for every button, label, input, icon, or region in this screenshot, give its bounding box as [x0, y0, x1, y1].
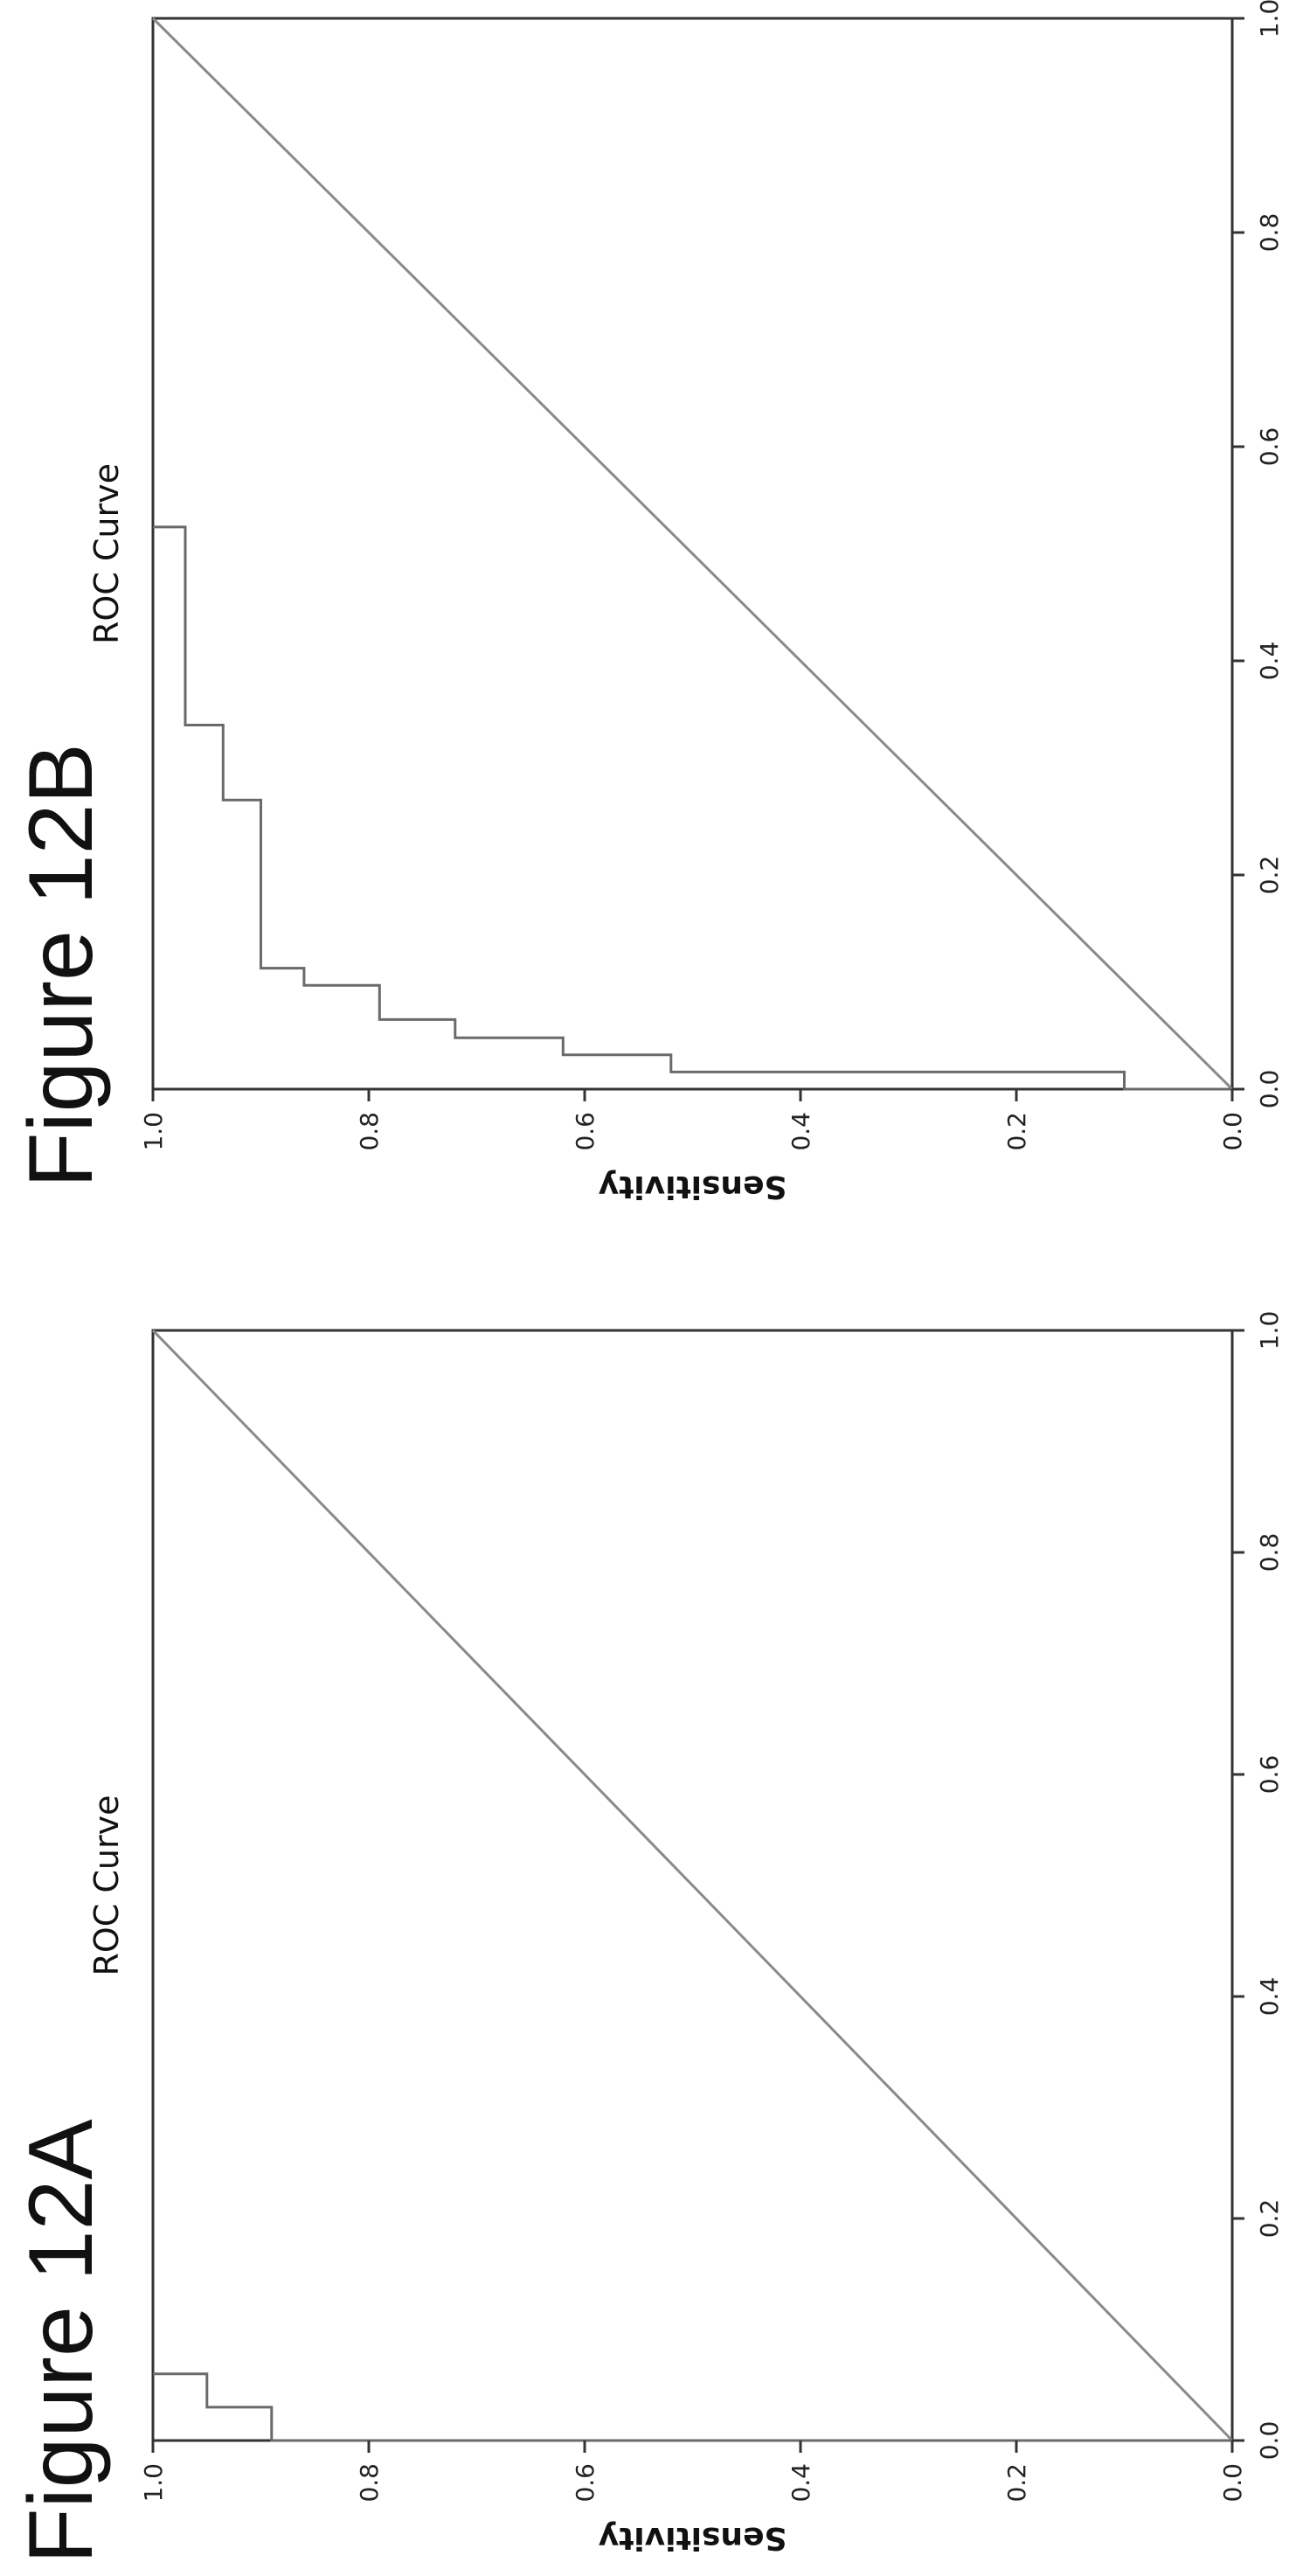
chart-b-x-tick-label: 0.2	[1255, 856, 1284, 895]
roc-chart-b: 0.0 0.2 0.4 0.6 0.8 1.0 0.0 0.2 0.4 0.6 0.8 1.0 ROC …	[87, 0, 1284, 1205]
chart-a-title: ROC Curve	[87, 1795, 126, 1975]
chart-a-reference-line	[151, 1329, 1234, 2442]
chart-a-y-tick-label: 0.0	[1218, 2463, 1247, 2503]
chart-b-x-tick-label: 0.0	[1255, 1070, 1284, 1109]
chart-b-x-tick-label: 1.0	[1255, 0, 1284, 38]
chart-a-y-tick-label: 1.0	[139, 2463, 168, 2503]
chart-b-title: ROC Curve	[87, 463, 126, 644]
chart-b-y-axis-title: Sensitivity	[599, 1169, 787, 1205]
chart-b-x-tick-label: 0.4	[1255, 642, 1284, 681]
chart-b-y-tick-label: 0.0	[1218, 1112, 1247, 1151]
chart-a-y-tick-label: 0.6	[571, 2463, 600, 2503]
roc-chart-a: 0.0 0.2 0.4 0.6 0.8 1.0 0.0 0.2 0.4 0.6 0.8 1.0 ROC …	[87, 1311, 1284, 2556]
chart-b-x-tick-label: 0.6	[1255, 427, 1284, 467]
chart-a-x-tick-label: 0.4	[1255, 1977, 1284, 2017]
chart-a-x-tick-label: 0.2	[1255, 2199, 1284, 2239]
chart-a-x-tick-label: 0.0	[1255, 2421, 1284, 2461]
chart-b-plot-frame	[151, 17, 1234, 1091]
chart-a-x-tick-label: 1.0	[1255, 1311, 1284, 1350]
chart-a-y-tick-label: 0.2	[1002, 2463, 1031, 2503]
chart-a-y-tick-label: 0.8	[355, 2463, 384, 2503]
chart-b-x-tick-label: 0.8	[1255, 213, 1284, 253]
chart-a-x-tick-label: 0.8	[1255, 1533, 1284, 1573]
chart-b-y-tick-label: 0.2	[1002, 1112, 1031, 1151]
chart-b-y-tick-label: 0.4	[787, 1112, 815, 1151]
chart-b-reference-line	[151, 17, 1234, 1091]
chart-b-y-tick-label: 0.6	[571, 1112, 600, 1151]
chart-a-x-tick-label: 0.6	[1255, 1755, 1284, 1795]
chart-a-y-axis-title: Sensitivity	[599, 2520, 787, 2556]
chart-a-roc-curve	[153, 2372, 1232, 2442]
chart-b-roc-curve	[153, 525, 1232, 1091]
chart-b-y-tick-label: 0.8	[355, 1112, 384, 1151]
chart-a-y-tick-label: 0.4	[787, 2463, 815, 2503]
chart-b-y-tick-label: 1.0	[139, 1112, 168, 1151]
